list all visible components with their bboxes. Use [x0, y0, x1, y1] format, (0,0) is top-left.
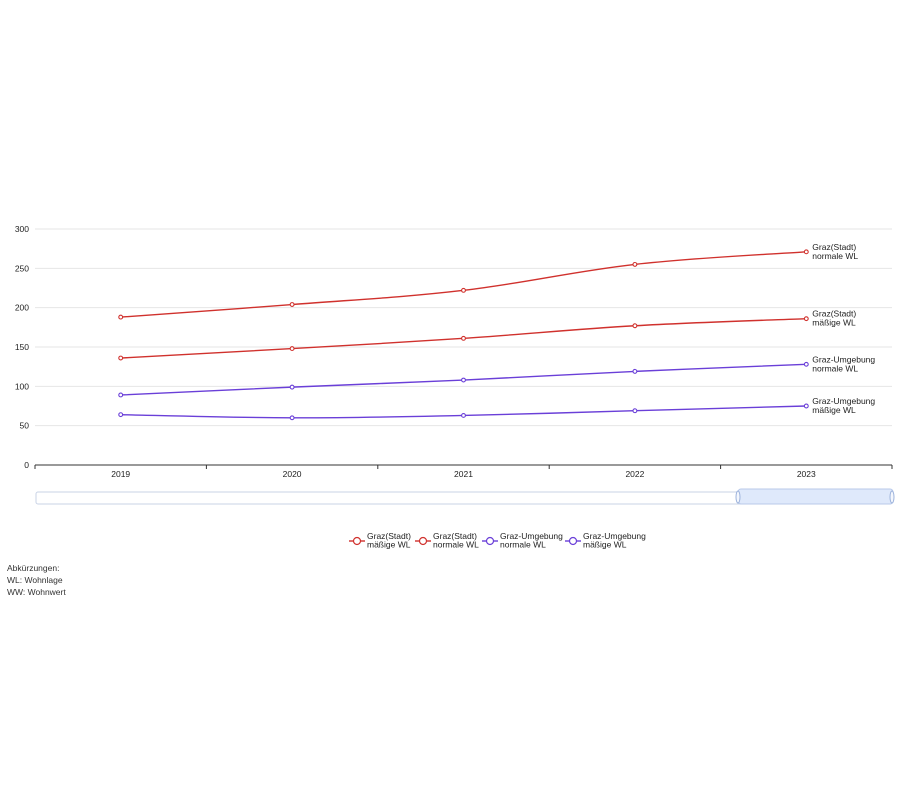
abbreviations-heading: Abkürzungen: — [7, 563, 60, 573]
data-point[interactable] — [118, 392, 124, 398]
legend-label: Graz-Umgebung mäßige WL — [583, 531, 646, 550]
data-point[interactable] — [461, 377, 466, 383]
range-navigator[interactable] — [35, 488, 895, 505]
legend-label-line: normale WL — [500, 540, 546, 550]
y-tick-label: 200 — [15, 303, 29, 313]
legend-label-line: Graz-Umgebung — [583, 531, 646, 541]
y-tick-label: 0 — [24, 460, 29, 470]
data-point[interactable] — [632, 261, 638, 267]
data-point[interactable] — [118, 355, 124, 361]
legend-label-line: Graz(Stadt) — [367, 531, 411, 541]
series-end-label-line: Graz(Stadt) — [812, 309, 856, 319]
series-lines — [118, 249, 809, 421]
legend-marker — [352, 536, 362, 546]
data-point[interactable] — [803, 361, 809, 367]
legend-label: Graz(Stadt) normale WL — [433, 531, 479, 550]
series-end-label: Graz(Stadt) normale WL — [812, 242, 858, 261]
legend-marker — [485, 536, 495, 546]
data-point[interactable] — [461, 287, 466, 293]
legend-label: Graz-Umgebung normale WL — [500, 531, 563, 550]
legend-item[interactable]: Graz-Umgebung mäßige WL — [565, 531, 646, 550]
legend-label-line: Graz(Stadt) — [433, 531, 477, 541]
series-end-label-line: normale WL — [812, 251, 858, 261]
abbreviation-wl: WL: Wohnlage — [7, 575, 63, 585]
series-end-label: Graz-Umgebung normale WL — [812, 354, 875, 373]
x-tick-label: 2019 — [111, 469, 130, 479]
legend-label-line: mäßige WL — [367, 540, 411, 550]
data-point[interactable] — [118, 314, 124, 320]
data-point[interactable] — [632, 408, 638, 414]
data-point[interactable] — [803, 403, 809, 409]
abbreviations-note: Abkürzungen: WL: Wohnlage WW: Wohnwert — [7, 562, 66, 598]
data-point[interactable] — [461, 412, 466, 418]
legend-label-line: normale WL — [433, 540, 479, 550]
y-tick-label: 100 — [15, 381, 29, 391]
data-point[interactable] — [118, 412, 124, 418]
legend-item[interactable]: Graz(Stadt) normale WL — [415, 531, 479, 550]
data-point[interactable] — [289, 384, 295, 390]
legend-label: Graz(Stadt) mäßige WL — [367, 531, 411, 550]
series-end-label-line: mäßige WL — [812, 405, 856, 415]
y-tick-label: 150 — [15, 342, 29, 352]
x-tick-label: 2023 — [797, 469, 816, 479]
x-tick-label: 2020 — [283, 469, 302, 479]
legend-marker — [418, 536, 428, 546]
navigator-left-handle[interactable] — [735, 490, 741, 504]
series-end-label: Graz(Stadt) mäßige WL — [812, 309, 856, 328]
series-end-label-line: Graz(Stadt) — [812, 242, 856, 252]
x-tick-label: 2022 — [625, 469, 644, 479]
x-tick-label: 2021 — [454, 469, 473, 479]
data-point[interactable] — [803, 316, 809, 322]
abbreviation-ww: WW: Wohnwert — [7, 587, 66, 597]
legend-marker — [568, 536, 578, 546]
grid-lines — [35, 228, 892, 427]
series-end-label-line: normale WL — [812, 363, 858, 373]
y-tick-label: 250 — [15, 263, 29, 273]
data-point[interactable] — [289, 346, 295, 352]
data-point[interactable] — [289, 302, 295, 307]
navigator-right-handle[interactable] — [889, 490, 895, 504]
series-end-label-line: Graz-Umgebung — [812, 354, 875, 364]
navigator-selection[interactable] — [737, 488, 894, 505]
legend-item[interactable]: Graz-Umgebung normale WL — [482, 531, 563, 550]
data-point[interactable] — [803, 249, 809, 255]
y-tick-label: 50 — [20, 421, 30, 431]
axes: 0 50 100 150 200 250 300 2019 2020 2021 2022 2023 — [15, 224, 893, 479]
data-point[interactable] — [461, 335, 466, 341]
series-end-label: Graz-Umgebung mäßige WL — [812, 396, 875, 415]
series-end-label-line: mäßige WL — [812, 318, 856, 328]
data-point[interactable] — [632, 368, 638, 374]
data-point[interactable] — [632, 323, 638, 329]
data-point[interactable] — [289, 415, 295, 421]
legend-label-line: mäßige WL — [583, 540, 627, 550]
legend-item[interactable]: Graz(Stadt) mäßige WL — [349, 531, 411, 550]
y-tick-label: 300 — [15, 224, 29, 234]
series-end-label-line: Graz-Umgebung — [812, 396, 875, 406]
legend-label-line: Graz-Umgebung — [500, 531, 563, 541]
